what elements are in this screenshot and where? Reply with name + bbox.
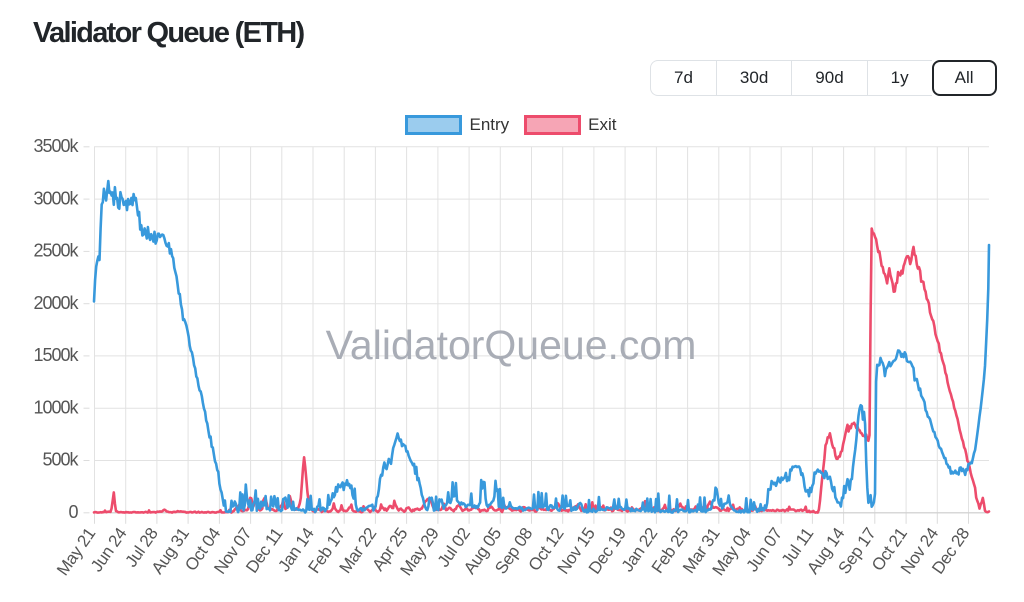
svg-text:May 21: May 21 [53, 524, 99, 579]
svg-text:ValidatorQueue.com: ValidatorQueue.com [326, 322, 697, 368]
svg-text:3000k: 3000k [33, 188, 79, 208]
svg-text:2500k: 2500k [33, 241, 79, 261]
svg-text:2000k: 2000k [33, 293, 79, 313]
svg-text:1000k: 1000k [33, 397, 79, 417]
svg-text:0: 0 [68, 502, 78, 522]
svg-text:500k: 500k [42, 450, 79, 470]
svg-text:1500k: 1500k [33, 345, 79, 365]
svg-text:3500k: 3500k [33, 136, 79, 156]
